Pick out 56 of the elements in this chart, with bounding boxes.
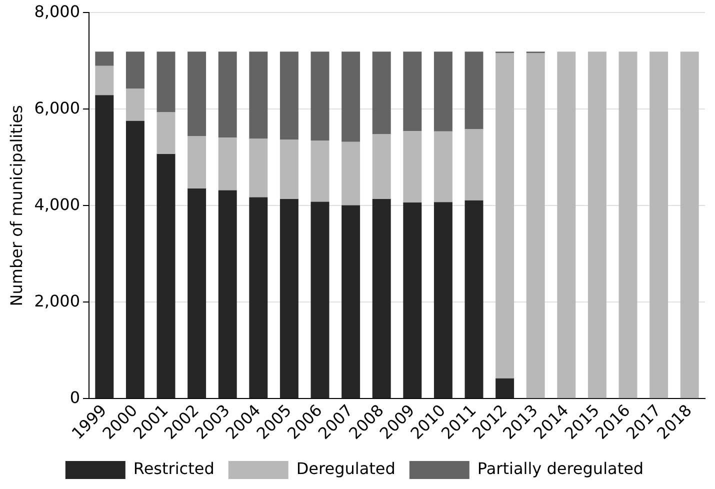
- bar: [464, 52, 484, 129]
- bar: [464, 128, 484, 200]
- bar: [588, 52, 606, 398]
- bar: [310, 52, 330, 140]
- bar: [156, 154, 176, 398]
- bar: [126, 52, 144, 89]
- bar: [280, 140, 298, 200]
- bar: [342, 52, 360, 142]
- bar: [310, 202, 330, 398]
- y-tick-label: 8,000: [34, 2, 80, 21]
- bar: [496, 53, 514, 378]
- legend-label: Deregulated: [296, 459, 396, 478]
- bar: [188, 136, 206, 189]
- bar: [218, 138, 237, 190]
- y-tick-label: 2,000: [34, 291, 80, 310]
- bar: [249, 197, 268, 398]
- bar: [156, 112, 176, 154]
- y-tick-label: 6,000: [34, 98, 80, 118]
- bar: [218, 52, 237, 138]
- bar: [403, 131, 422, 202]
- bar: [249, 138, 268, 198]
- bar: [95, 52, 114, 66]
- bar: [496, 378, 514, 398]
- bar: [372, 52, 391, 134]
- bar: [403, 202, 422, 398]
- bar: [372, 199, 391, 398]
- bar: [403, 52, 422, 132]
- bar: [95, 66, 114, 96]
- bar: [557, 52, 576, 398]
- bar: [680, 52, 699, 398]
- bar: [280, 199, 298, 398]
- bar: [434, 52, 452, 132]
- bar: [126, 88, 144, 121]
- bar: [650, 52, 668, 398]
- bar: [434, 131, 452, 202]
- y-axis-title: Number of municipalities: [6, 105, 26, 306]
- bar: [218, 190, 237, 398]
- bar: [310, 140, 330, 202]
- bar: [526, 53, 545, 398]
- bar: [618, 52, 638, 398]
- bar: [156, 52, 176, 112]
- legend-label: Restricted: [133, 459, 214, 478]
- bar: [280, 52, 298, 140]
- bar: [95, 95, 114, 398]
- bar: [342, 142, 360, 206]
- bar: [342, 205, 360, 398]
- bar: [464, 200, 484, 398]
- y-tick-label: 0: [70, 388, 80, 407]
- bar: [434, 202, 452, 398]
- bar: [188, 52, 206, 136]
- legend-label: Partially deregulated: [477, 459, 644, 478]
- bar: [372, 134, 391, 200]
- bar: [188, 188, 206, 398]
- bar: [249, 52, 268, 139]
- y-tick-label: 4,000: [34, 194, 80, 214]
- bar: [126, 120, 144, 398]
